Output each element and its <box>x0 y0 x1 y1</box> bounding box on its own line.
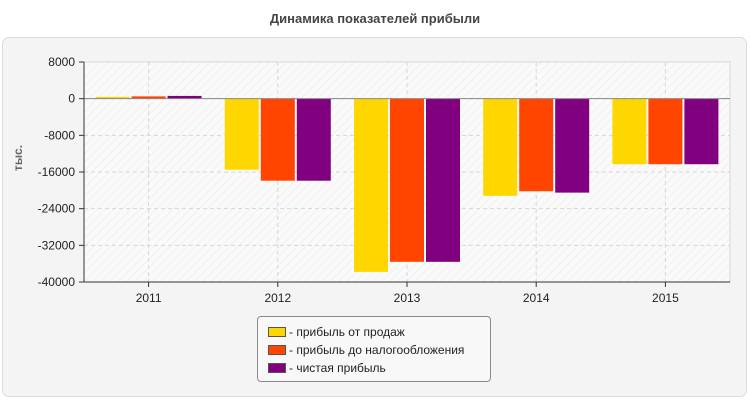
bar <box>483 98 518 196</box>
bar <box>354 98 388 272</box>
legend: - прибыль от продаж - прибыль до налогоо… <box>257 316 491 382</box>
y-tick-label: 8000 <box>48 55 75 69</box>
bar <box>555 98 590 193</box>
bar <box>260 98 295 181</box>
legend-label: - прибыль до налогообложения <box>289 343 465 357</box>
legend-item: - прибыль от продаж <box>268 323 490 341</box>
tick-labels: 8000 0 -8000 -16000 -24000 -32000 -40000 2011 20… <box>38 55 679 305</box>
bar <box>224 98 259 170</box>
bar <box>519 98 554 192</box>
x-tick-label: 2012 <box>264 291 291 305</box>
y-tick-label: 0 <box>68 92 75 106</box>
x-tick-label: 2015 <box>652 291 679 305</box>
bar <box>648 98 683 165</box>
bar <box>390 98 424 262</box>
bar <box>426 98 460 262</box>
bar <box>296 98 331 181</box>
bar <box>167 95 202 99</box>
x-tick-label: 2014 <box>523 291 550 305</box>
legend-item: - чистая прибыль <box>268 359 490 377</box>
y-tick-label: -8000 <box>44 128 75 142</box>
bars <box>95 95 719 272</box>
legend-swatch <box>268 345 286 355</box>
y-tick-label: -40000 <box>38 275 76 289</box>
legend-label: - чистая прибыль <box>289 361 386 375</box>
y-tick-label: -24000 <box>38 202 76 216</box>
legend-label: - прибыль от продаж <box>289 325 405 339</box>
bar <box>95 96 130 99</box>
axes <box>79 61 730 287</box>
x-tick-label: 2011 <box>136 291 162 305</box>
legend-swatch <box>268 327 286 337</box>
bar <box>684 98 719 165</box>
y-tick-label: -16000 <box>38 165 76 179</box>
legend-swatch <box>268 363 286 373</box>
y-tick-label: -32000 <box>38 238 76 252</box>
x-tick-label: 2013 <box>394 291 421 305</box>
legend-item: - прибыль до налогообложения <box>268 341 490 359</box>
y-axis-label: тыс. <box>11 145 25 171</box>
chart-title: Динамика показателей прибыли <box>269 11 481 26</box>
bar <box>131 96 166 99</box>
bar <box>612 98 647 165</box>
